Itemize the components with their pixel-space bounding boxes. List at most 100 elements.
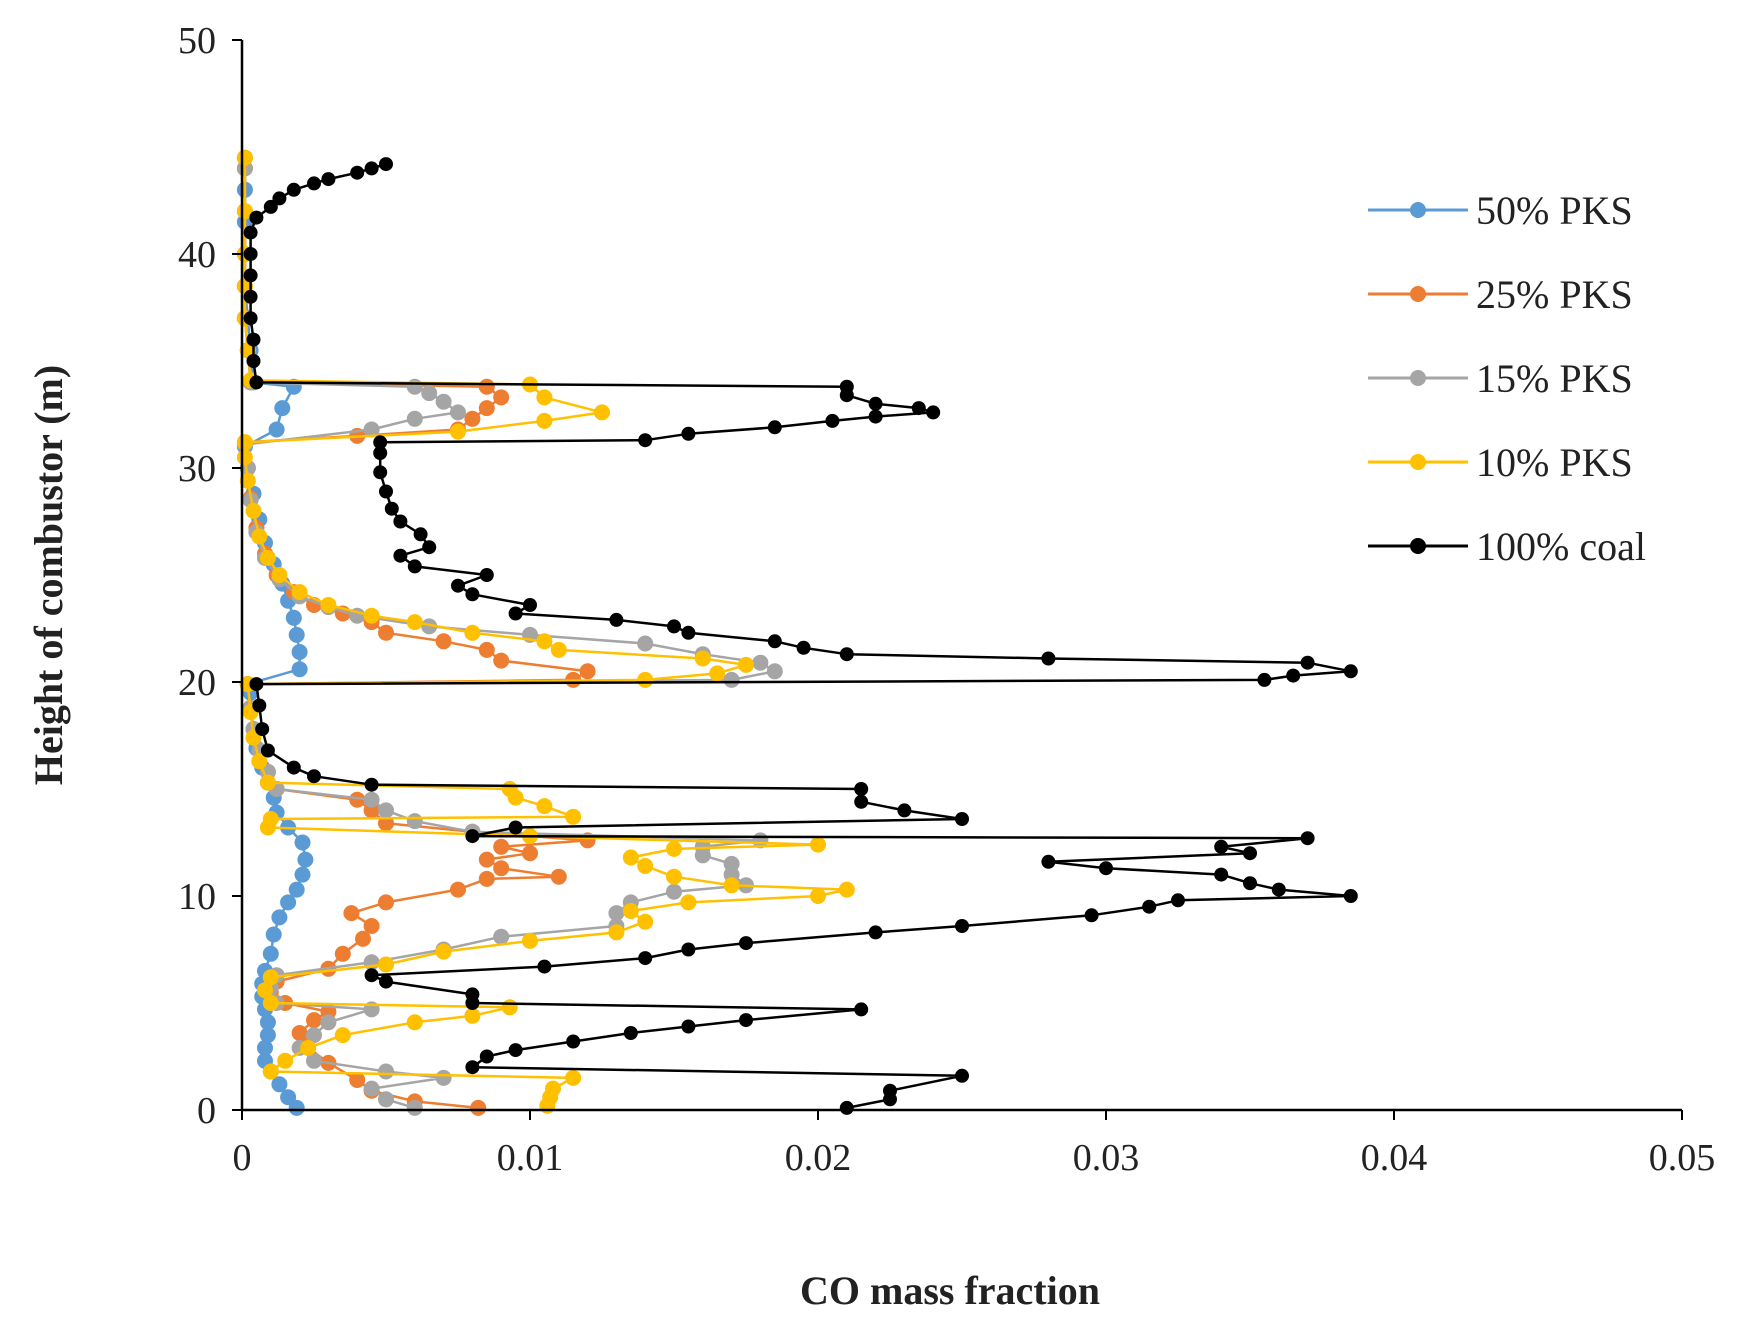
legend: 50% PKS 25% PKS 15% PKS 10% PKS 100% coal: [1368, 188, 1646, 569]
data-point-100pct-coal: [260, 743, 275, 758]
data-point-100pct-coal: [243, 289, 258, 304]
data-point-10pct-pks: [565, 808, 582, 825]
data-point-100pct-coal: [451, 578, 465, 593]
legend-swatch-marker: [1410, 454, 1426, 470]
data-point-10pct-pks: [594, 404, 610, 421]
data-point-10pct-pks: [501, 999, 518, 1016]
data-point-100pct-coal: [767, 634, 782, 649]
data-point-15pct-pks: [406, 410, 423, 427]
data-point-100pct-coal: [373, 446, 388, 460]
data-point-100pct-coal: [1171, 893, 1185, 908]
data-point-50pct-pks: [280, 894, 297, 911]
y-tick-label: 40: [178, 234, 216, 276]
data-point-100pct-coal: [926, 405, 941, 420]
data-point-10pct-pks: [637, 913, 654, 930]
series-layer: [236, 149, 1358, 1116]
data-point-100pct-coal: [1214, 839, 1229, 854]
data-point-25pct-pks: [478, 870, 495, 887]
data-point-100pct-coal: [384, 501, 399, 516]
y-axis-title: Height of combustor (m): [26, 365, 71, 785]
data-point-10pct-pks: [536, 798, 553, 815]
data-point-100pct-coal: [796, 640, 811, 655]
data-point-50pct-pks: [271, 909, 288, 926]
data-point-10pct-pks: [536, 389, 553, 406]
data-point-100pct-coal: [767, 420, 782, 435]
data-point-100pct-coal: [955, 1068, 969, 1083]
data-point-15pct-pks: [378, 802, 394, 819]
data-point-100pct-coal: [868, 396, 883, 411]
data-point-100pct-coal: [272, 191, 287, 206]
data-point-100pct-coal: [681, 625, 696, 640]
data-point-100pct-coal: [897, 803, 912, 818]
data-point-100pct-coal: [249, 210, 264, 225]
data-point-100pct-coal: [1300, 831, 1315, 846]
data-point-10pct-pks: [838, 881, 855, 898]
data-point-100pct-coal: [681, 1019, 696, 1034]
data-point-100pct-coal: [825, 413, 840, 428]
data-point-100pct-coal: [681, 426, 696, 441]
data-point-100pct-coal: [379, 484, 393, 499]
data-point-100pct-coal: [955, 812, 969, 826]
legend-label: 10% PKS: [1476, 440, 1633, 485]
data-point-50pct-pks: [288, 626, 305, 643]
y-axis-ticks: 0 10 20 30 40 50: [178, 20, 242, 1132]
data-point-50pct-pks: [288, 881, 305, 898]
data-point-10pct-pks: [608, 924, 625, 941]
data-point-100pct-coal: [393, 548, 408, 563]
data-point-50pct-pks: [291, 644, 308, 660]
data-point-100pct-coal: [508, 606, 523, 621]
series-100pct-coal: [243, 157, 1358, 1115]
data-point-25pct-pks: [478, 378, 495, 395]
data-point-10pct-pks: [723, 877, 740, 894]
data-point-50pct-pks: [257, 1039, 273, 1056]
data-point-100pct-coal: [286, 760, 301, 775]
data-point-25pct-pks: [355, 930, 371, 947]
data-point-10pct-pks: [694, 650, 711, 667]
data-point-100pct-coal: [252, 698, 267, 713]
data-point-25pct-pks: [464, 410, 481, 427]
data-point-10pct-pks: [545, 1080, 561, 1097]
series-10pct-pks: [236, 149, 855, 1114]
data-point-100pct-coal: [638, 433, 653, 448]
data-point-15pct-pks: [320, 1014, 337, 1031]
data-point-10pct-pks: [406, 614, 423, 631]
data-point-100pct-coal: [407, 559, 422, 574]
data-point-25pct-pks: [450, 881, 466, 898]
data-point-100pct-coal: [321, 172, 336, 187]
data-point-10pct-pks: [622, 903, 639, 919]
data-point-100pct-coal: [638, 951, 653, 966]
data-point-25pct-pks: [493, 838, 510, 855]
data-point-100pct-coal: [243, 247, 258, 261]
data-point-100pct-coal: [854, 782, 869, 796]
data-point-100pct-coal: [263, 199, 278, 214]
legend-item-25pct-pks: 25% PKS: [1368, 272, 1633, 317]
data-point-25pct-pks: [435, 633, 452, 650]
data-point-100pct-coal: [739, 1013, 753, 1028]
data-point-100pct-coal: [955, 919, 969, 933]
data-point-100pct-coal: [243, 268, 258, 283]
data-point-50pct-pks: [271, 1076, 288, 1093]
data-point-100pct-coal: [566, 1034, 581, 1049]
data-point-10pct-pks: [536, 412, 553, 429]
data-point-100pct-coal: [393, 514, 408, 529]
data-point-50pct-pks: [294, 866, 311, 883]
data-point-25pct-pks: [470, 1099, 487, 1116]
data-point-100pct-coal: [307, 769, 321, 784]
data-point-10pct-pks: [245, 502, 262, 519]
y-tick-label: 20: [178, 662, 216, 704]
legend-swatch-marker: [1410, 286, 1426, 302]
data-point-15pct-pks: [378, 1091, 394, 1108]
data-point-100pct-coal: [609, 612, 624, 627]
legend-swatch-marker: [1410, 538, 1426, 554]
data-point-25pct-pks: [343, 905, 360, 922]
legend-label: 25% PKS: [1476, 272, 1633, 317]
data-point-50pct-pks: [297, 851, 314, 868]
legend-item-50pct-pks: 50% PKS: [1368, 188, 1633, 233]
data-point-25pct-pks: [493, 652, 510, 669]
data-point-25pct-pks: [334, 945, 351, 962]
data-point-25pct-pks: [306, 1012, 322, 1029]
data-point-100pct-coal: [537, 959, 552, 974]
x-tick-label: 0: [233, 1137, 252, 1179]
data-point-15pct-pks: [421, 618, 438, 635]
